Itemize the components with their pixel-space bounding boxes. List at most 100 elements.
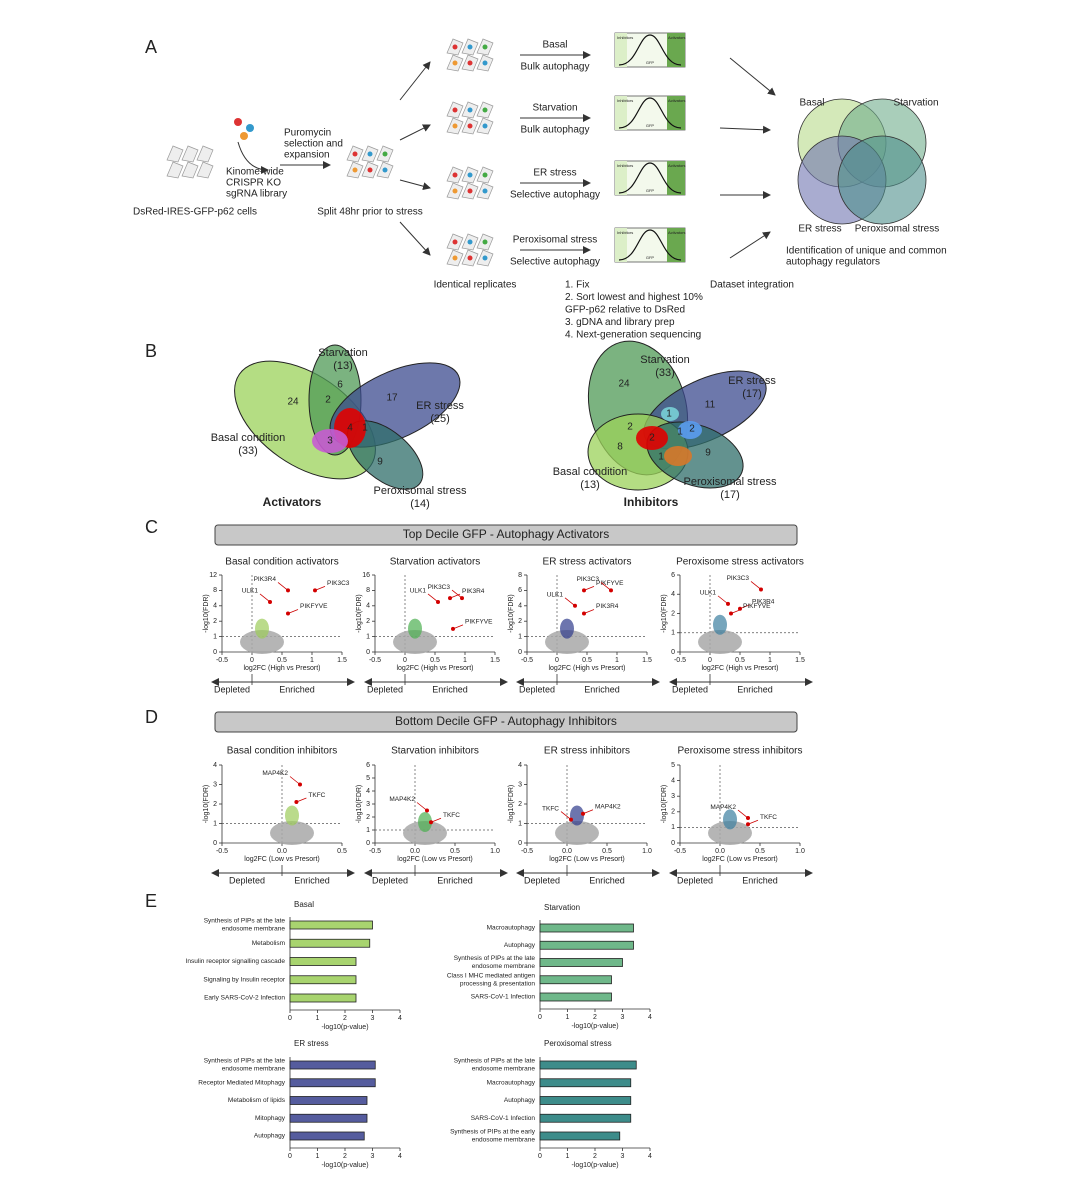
y-axis-label: -log10(FDR): [203, 594, 210, 633]
label: Dataset integration: [710, 280, 794, 291]
y-tick-label: 5: [671, 762, 675, 769]
bar: [289, 1113, 368, 1123]
significant-cloud: [285, 805, 299, 826]
facs-curve: [618, 97, 682, 129]
point-cloud: [545, 630, 589, 654]
set-count: (33): [238, 445, 258, 457]
sgrna-icon: [240, 132, 248, 140]
y-axis-label: -log10(FDR): [661, 785, 668, 824]
cell-dot: [482, 44, 488, 50]
gene-leader: [564, 597, 576, 607]
label: Identification of unique and common: [786, 246, 947, 257]
region-count: 1: [677, 427, 683, 438]
y-tick-label: 4: [671, 777, 675, 784]
category-label: endosome membrane: [472, 1066, 536, 1073]
plot-title: ER stress inhibitors: [544, 746, 630, 757]
cell-dot: [452, 172, 458, 178]
x-axis-label: -log10(p-value): [571, 1162, 618, 1169]
gene-leader: [416, 802, 428, 811]
sgrna-icon: [234, 118, 242, 126]
y-tick-label: 4: [366, 603, 370, 610]
direction-label: Depleted: [367, 684, 403, 694]
chart-title: Starvation: [544, 903, 580, 912]
gene-label: PIK3R4: [254, 576, 277, 583]
significant-cloud: [255, 618, 269, 639]
y-axis-label: -log10(FDR): [508, 785, 515, 824]
x-tick-label: 0: [555, 657, 559, 664]
label: ER stress: [533, 168, 576, 179]
x-tick-label: 3: [621, 1014, 625, 1021]
bar: [289, 938, 371, 948]
category-label: Autophagy: [504, 1097, 536, 1104]
gene-leader: [296, 797, 307, 803]
cell-dot: [467, 239, 473, 245]
x-tick-label: 0.0: [410, 848, 420, 855]
cell-dot: [482, 172, 488, 178]
label: Puromycin: [284, 128, 331, 139]
region-count: 9: [705, 448, 711, 459]
x-axis-label: log2FC (Low vs Presort): [549, 856, 624, 863]
x-axis-label: log2FC (High vs Presort): [548, 665, 625, 672]
y-tick-label: 4: [518, 762, 522, 769]
x-tick-label: -0.5: [521, 657, 533, 664]
gene-leader: [747, 819, 759, 825]
x-tick-label: 1: [566, 1153, 570, 1160]
gene-leader: [259, 593, 271, 603]
gene-label: TKFC: [760, 814, 777, 821]
region-count: 6: [337, 380, 343, 391]
plot-title: ER stress activators: [543, 557, 632, 568]
y-tick-label: 2: [671, 809, 675, 816]
gene-leader: [427, 593, 439, 603]
y-tick-label: 4: [671, 591, 675, 598]
x-tick-label: 0.5: [755, 848, 765, 855]
set-name: Basal condition: [211, 432, 286, 444]
plot-title: Basal condition activators: [225, 557, 338, 568]
bar: [289, 975, 357, 985]
y-tick-label: 1: [366, 633, 370, 640]
x-tick-label: 4: [398, 1153, 402, 1160]
panel-letter: E: [145, 891, 157, 911]
arrow: [237, 141, 269, 174]
facs-gate: [667, 228, 685, 262]
y-tick-label: 6: [518, 587, 522, 594]
set-count: (17): [720, 489, 740, 501]
label: GFP: [646, 60, 655, 65]
banner-title: Bottom Decile GFP - Autophagy Inhibitors: [395, 714, 617, 728]
y-tick-label: 8: [366, 587, 370, 594]
set-count: (13): [580, 479, 600, 491]
arrow: [399, 61, 431, 101]
x-axis-label: log2FC (High vs Presort): [396, 665, 473, 672]
direction-label: Depleted: [519, 684, 555, 694]
cell-dot: [467, 60, 473, 66]
label: Activators: [668, 35, 686, 40]
venn-title: Activators: [263, 495, 322, 509]
label: Selective autophagy: [510, 190, 600, 201]
point-cloud: [393, 630, 437, 654]
bar: [289, 1131, 365, 1141]
label: Selective autophagy: [510, 257, 600, 268]
gene-label: PIK3R4: [462, 588, 485, 595]
gene-label: TKFC: [308, 792, 325, 799]
x-tick-label: -0.5: [674, 848, 686, 855]
region-count: 17: [386, 393, 398, 404]
facs-gate: [615, 33, 627, 67]
y-tick-label: 0: [671, 649, 675, 656]
cell-dot: [452, 239, 458, 245]
x-tick-label: 0.5: [582, 657, 592, 664]
gene-leader: [750, 581, 762, 590]
facs-gate: [615, 161, 627, 195]
cell-dot: [467, 172, 473, 178]
facs-gate: [615, 96, 627, 130]
x-tick-label: 0.5: [602, 848, 612, 855]
x-tick-label: 0: [708, 657, 712, 664]
y-tick-label: 1: [213, 633, 217, 640]
y-tick-label: 1: [518, 633, 522, 640]
y-tick-label: 3: [671, 793, 675, 800]
label: Split 48hr prior to stress: [317, 207, 423, 218]
point-cloud: [698, 630, 742, 654]
region-count: 1: [658, 452, 664, 463]
bar: [539, 1060, 637, 1070]
cell-dot: [482, 123, 488, 129]
label: GFP: [646, 123, 655, 128]
venn-overlap: [678, 421, 702, 439]
